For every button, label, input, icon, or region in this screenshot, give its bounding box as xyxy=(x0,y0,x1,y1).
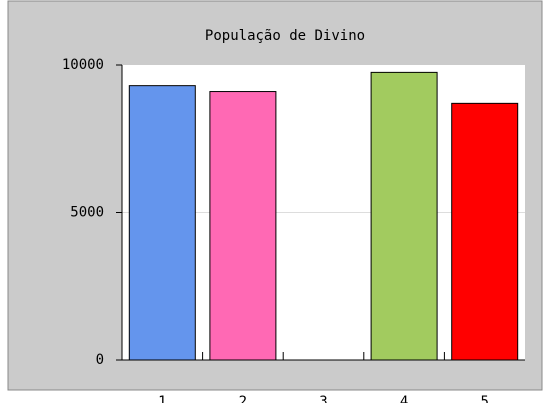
x-tick-label: 2 xyxy=(239,394,247,403)
y-tick-label: 0 xyxy=(96,352,104,368)
bar xyxy=(128,85,196,361)
x-tick-label: 3 xyxy=(319,394,327,403)
y-tick-label: 10000 xyxy=(62,57,104,73)
x-tick-label: 5 xyxy=(480,394,488,403)
x-tick-label: 1 xyxy=(158,394,166,403)
y-tick-label: 5000 xyxy=(70,205,104,221)
x-tick-label: 4 xyxy=(400,394,408,403)
bar xyxy=(451,102,519,361)
bar xyxy=(370,71,438,361)
chart-title: População de Divino xyxy=(205,28,365,44)
bar xyxy=(209,91,277,361)
